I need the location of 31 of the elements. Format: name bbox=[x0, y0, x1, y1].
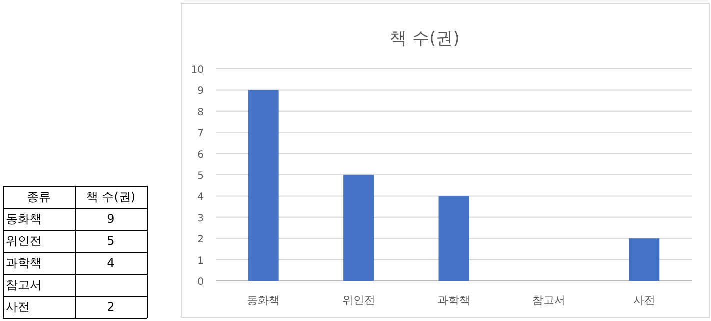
text: 과학책 bbox=[6, 256, 42, 270]
y-tick-label: 4 bbox=[198, 192, 204, 204]
y-tick-label: 10 bbox=[191, 65, 204, 76]
x-tick-label: 사전 bbox=[633, 294, 656, 307]
y-tick-label: 3 bbox=[198, 213, 204, 224]
bar bbox=[344, 175, 374, 281]
text: 위인전 bbox=[6, 234, 42, 248]
text: 4 bbox=[107, 256, 115, 270]
text: 종류 bbox=[27, 190, 51, 204]
y-tick-label: 0 bbox=[198, 277, 204, 288]
x-tick-label: 동화책 bbox=[247, 294, 280, 307]
text: 참고서 bbox=[6, 278, 42, 292]
y-tick-label: 7 bbox=[198, 128, 204, 140]
y-tick-label: 6 bbox=[198, 150, 204, 161]
text: 9 bbox=[107, 212, 115, 226]
y-tick-label: 5 bbox=[198, 171, 204, 182]
y-tick-label: 9 bbox=[198, 86, 204, 98]
text: 동화책 bbox=[6, 212, 42, 226]
text: 책 수(권) bbox=[86, 190, 136, 204]
y-tick-label: 8 bbox=[198, 107, 204, 118]
text: 5 bbox=[107, 234, 115, 248]
chart-title: 책 수(권) bbox=[390, 29, 460, 49]
y-tick-label: 1 bbox=[198, 256, 204, 267]
bar bbox=[629, 238, 660, 281]
bar bbox=[248, 90, 279, 281]
text: 2 bbox=[107, 300, 115, 314]
x-tick-label: 위인전 bbox=[342, 294, 376, 307]
y-tick-label: 2 bbox=[198, 234, 204, 246]
bar bbox=[438, 196, 470, 281]
x-tick-label: 과학책 bbox=[438, 294, 470, 307]
x-tick-label: 참고서 bbox=[532, 294, 566, 307]
